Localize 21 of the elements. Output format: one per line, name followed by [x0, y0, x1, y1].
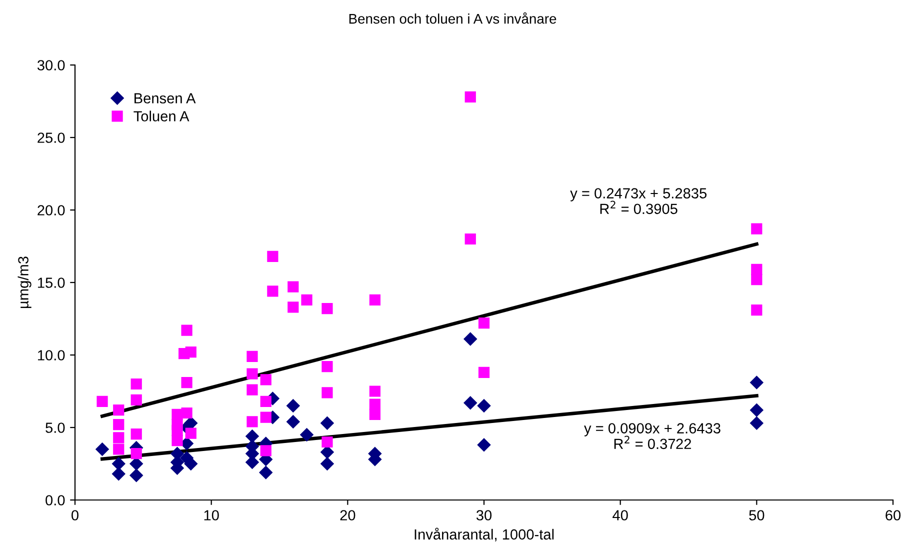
y-tick-label: 10.0 — [38, 350, 65, 360]
annotation: y = 0.2473x + 5.2835 R$^{2}$ = 0.3905 — [570, 188, 707, 214]
annotation: y = 0.0909x + 2.6433 R$^{2}$ = 0.3722 — [584, 423, 720, 450]
x-tick-label: 20 — [340, 510, 356, 520]
legend-label: Toluen A — [134, 110, 190, 122]
x-tick-label: 0 — [72, 510, 78, 520]
legend-label: Bensen A — [134, 93, 196, 104]
chart-title: Bensen och toluen i A vs invånare — [349, 12, 556, 24]
y-tick-label: 30.0 — [37, 60, 65, 70]
y-tick-label: 25.0 — [38, 132, 65, 143]
y-axis-title: µmg/m3 — [18, 256, 32, 308]
y-tick-label: 0.0 — [46, 495, 65, 506]
y-tick-label: 20.0 — [38, 205, 65, 216]
y-tick-label: 15.0 — [38, 278, 65, 288]
y-tick-label: 5.0 — [46, 422, 65, 433]
x-tick-label: 60 — [886, 510, 901, 520]
x-tick-label: 10 — [204, 510, 219, 520]
x-tick-label: 40 — [612, 510, 628, 520]
x-tick-label: 50 — [749, 510, 764, 520]
x-tick-label: 30 — [476, 510, 492, 520]
x-axis-title: Invånarantal, 1000-tal — [414, 528, 554, 542]
